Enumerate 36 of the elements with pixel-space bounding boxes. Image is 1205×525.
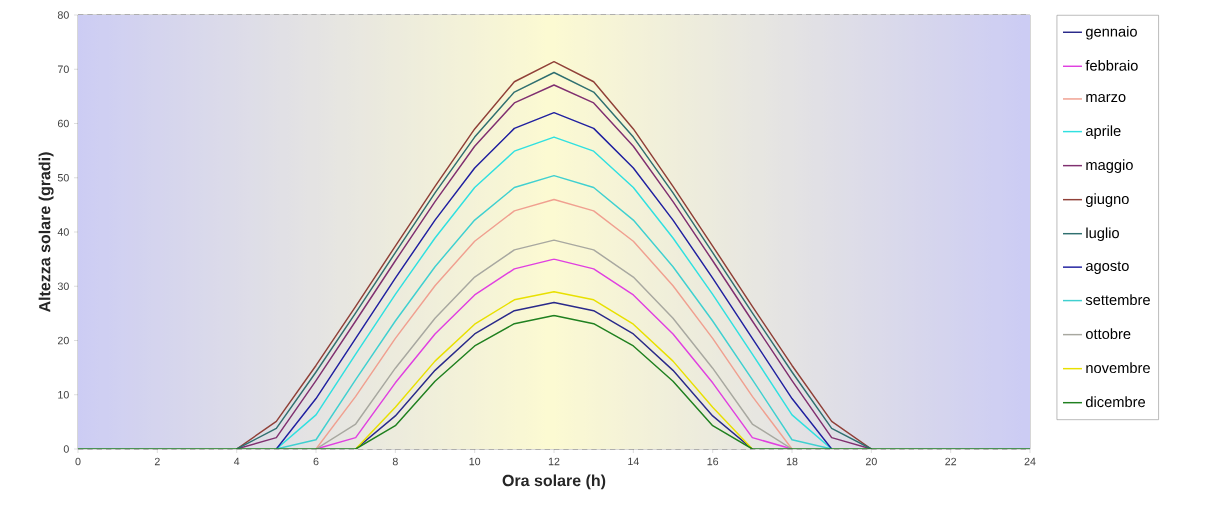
legend-label: aprile [1086, 125, 1121, 139]
x-tick-label: 10 [469, 457, 481, 466]
x-tick-label: 22 [945, 457, 957, 466]
y-axis-title: Altezza solare (gradi) [38, 152, 54, 313]
legend-label: luglio [1086, 227, 1119, 242]
x-tick-label: 20 [865, 457, 877, 466]
legend-label: maggio [1086, 159, 1133, 173]
legend-label: dicembre [1085, 396, 1146, 408]
y-tick-label: 50 [57, 173, 69, 182]
y-tick-label: 70 [57, 65, 69, 74]
y-tick-label: 30 [57, 282, 69, 291]
x-axis-title: Ora solare (h) [502, 474, 606, 490]
y-tick-label: 60 [57, 119, 69, 128]
y-tick-label: 80 [57, 11, 69, 19]
y-tick-label: 20 [57, 336, 69, 345]
legend-label: gennaio [1085, 25, 1137, 40]
x-tick-label: 14 [628, 457, 639, 466]
x-tick-label: 12 [548, 457, 560, 466]
x-tick-label: 16 [707, 457, 719, 466]
y-tick-label: 40 [57, 228, 69, 236]
x-tick-label: 4 [233, 457, 240, 466]
legend-label: giugno [1085, 193, 1129, 208]
x-tick-label: 24 [1024, 457, 1036, 466]
x-tick-label: 18 [786, 457, 798, 466]
y-tick-label: 10 [58, 390, 69, 399]
x-tick-label: 0 [75, 457, 81, 466]
legend-label: settembre [1085, 294, 1150, 306]
x-tick-label: 8 [392, 457, 398, 466]
legend-label: agosto [1086, 261, 1129, 274]
x-tick-label: 2 [154, 457, 160, 466]
y-tick-label: 0 [63, 445, 69, 453]
x-tick-label: 6 [313, 457, 319, 466]
legend-label: marzo [1086, 94, 1126, 103]
legend-label: novembre [1086, 362, 1150, 374]
legend-label: febbraio [1085, 59, 1138, 71]
legend-label: ottobre [1085, 328, 1131, 340]
